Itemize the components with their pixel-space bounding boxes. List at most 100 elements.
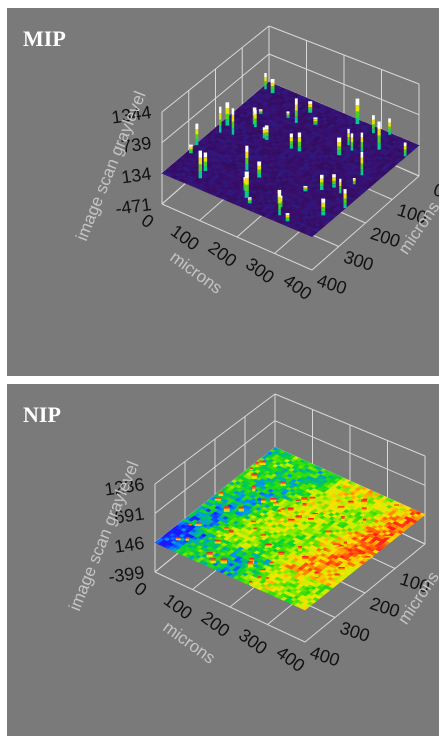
surface-peak — [362, 507, 367, 509]
surface-peak — [231, 114, 235, 122]
surface-peak — [214, 497, 221, 499]
surface-peak — [338, 546, 344, 548]
surface-peak — [337, 508, 345, 509]
surface-peak — [258, 112, 263, 114]
surface-peak — [223, 507, 230, 510]
surface-peak — [251, 477, 257, 479]
surface-peak — [355, 117, 360, 125]
surface-peak — [247, 561, 253, 563]
surface-peak — [195, 522, 202, 524]
surface-peak — [348, 500, 354, 502]
surface-peak — [297, 141, 302, 147]
surface-peak — [308, 109, 313, 113]
surface-peak — [214, 499, 221, 501]
surface-peak — [384, 534, 392, 536]
surface-peak — [338, 567, 345, 569]
surface-peak — [294, 98, 298, 105]
surface-peak — [341, 516, 345, 518]
surface-peak — [287, 510, 294, 512]
surface-peak — [223, 510, 230, 512]
x-tick-label: 300 — [242, 254, 278, 288]
surface-peak — [250, 522, 256, 524]
surface-peak — [332, 177, 336, 181]
surface-peak — [254, 109, 257, 115]
surface-peak — [260, 569, 266, 571]
surface-peak — [259, 462, 266, 464]
surface-peak — [244, 178, 249, 185]
surface-peak — [334, 575, 340, 577]
surface-peak — [228, 531, 234, 533]
z-tick-label: 134 — [120, 163, 153, 187]
surface-peak — [332, 180, 336, 185]
surface-peak — [295, 516, 302, 519]
z-tick-label: 146 — [113, 533, 146, 557]
surface-peak — [279, 198, 283, 202]
surface-peak — [360, 535, 364, 537]
surface-peak — [320, 174, 324, 179]
surface-peak — [352, 178, 356, 180]
surface-peak — [247, 200, 252, 202]
surface-peak — [259, 463, 266, 465]
surface-peak — [278, 510, 282, 512]
surface-peak — [253, 530, 257, 532]
surface-peak — [343, 542, 347, 545]
surface-peak — [238, 509, 244, 511]
surface-peak — [259, 461, 266, 463]
surface-peak — [189, 144, 193, 147]
surface-peak — [223, 527, 229, 529]
surface-peak — [278, 511, 282, 513]
surface-peak — [332, 544, 340, 545]
surface-peak — [249, 467, 253, 469]
surface-peak — [332, 545, 340, 546]
surface-peak — [218, 492, 224, 494]
surface-peak — [321, 211, 326, 216]
surface-peak — [308, 520, 314, 522]
surface-peak — [250, 521, 256, 523]
surface-peak — [302, 556, 309, 558]
surface-peak — [285, 215, 290, 218]
surface-peak — [260, 535, 267, 536]
surface-peak — [264, 129, 269, 133]
surface — [154, 446, 426, 611]
surface-peak — [238, 506, 244, 508]
surface-peak — [289, 133, 293, 138]
surface-peak — [314, 572, 319, 575]
surface-peak — [403, 145, 407, 150]
surface-peak — [264, 81, 267, 86]
surface-peak — [269, 562, 273, 564]
surface-peak — [206, 553, 213, 555]
surface-peak — [384, 536, 392, 538]
surface-peak — [231, 128, 235, 135]
surface-peak — [210, 562, 216, 564]
surface-peak — [321, 207, 326, 212]
surface-peak — [301, 501, 308, 503]
surface-peak — [339, 178, 342, 183]
surface-peak — [360, 137, 364, 143]
surface-peak — [265, 578, 270, 580]
surface-peak — [325, 531, 332, 533]
surface-peak — [313, 121, 318, 123]
surface-peak — [384, 535, 392, 537]
surface-peak — [360, 537, 364, 539]
surface-peak — [262, 132, 266, 136]
surface-peak — [270, 79, 275, 83]
surface-peak — [309, 496, 316, 498]
surface-peak — [343, 189, 347, 194]
surface-cell — [301, 605, 309, 611]
surface-peak — [225, 114, 230, 120]
surface-peak — [309, 497, 316, 499]
surface-peak — [377, 135, 381, 143]
surface-peak — [279, 195, 283, 199]
surface-peak — [338, 545, 344, 547]
surface-peak — [265, 577, 270, 579]
surface-peak — [362, 521, 367, 523]
surface-peak — [294, 104, 298, 111]
surface-peak — [245, 145, 249, 152]
surface-peak — [219, 113, 222, 120]
surface-peak — [334, 574, 340, 576]
surface-peak — [219, 119, 222, 127]
surface-peak — [268, 545, 272, 547]
surface-peak — [268, 544, 272, 545]
